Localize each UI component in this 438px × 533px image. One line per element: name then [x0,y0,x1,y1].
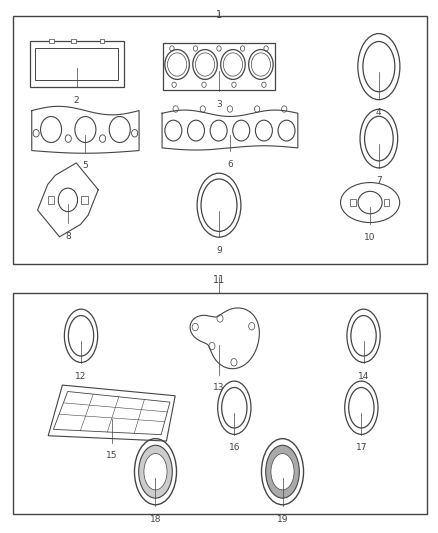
Text: 13: 13 [213,383,225,392]
Text: 5: 5 [82,161,88,170]
Text: 6: 6 [227,160,233,169]
Text: 18: 18 [150,515,161,524]
Text: 19: 19 [277,515,288,524]
Ellipse shape [271,454,294,490]
Text: 10: 10 [364,233,376,242]
Text: 12: 12 [75,372,87,381]
Text: 4: 4 [376,108,381,117]
Ellipse shape [144,454,167,490]
Ellipse shape [139,445,172,498]
Text: 9: 9 [216,246,222,255]
FancyBboxPatch shape [49,39,53,44]
Text: 3: 3 [216,100,222,109]
Text: 11: 11 [213,275,225,285]
Text: 15: 15 [106,451,117,461]
Text: 2: 2 [74,96,79,105]
Ellipse shape [266,445,299,498]
FancyBboxPatch shape [13,16,427,264]
Text: 8: 8 [65,232,71,241]
Text: 17: 17 [356,443,367,453]
FancyBboxPatch shape [13,293,427,514]
Text: 14: 14 [358,372,369,381]
Text: 16: 16 [229,443,240,453]
Text: 1: 1 [216,10,222,20]
FancyBboxPatch shape [71,39,75,44]
FancyBboxPatch shape [99,39,104,44]
Text: 7: 7 [376,176,382,185]
